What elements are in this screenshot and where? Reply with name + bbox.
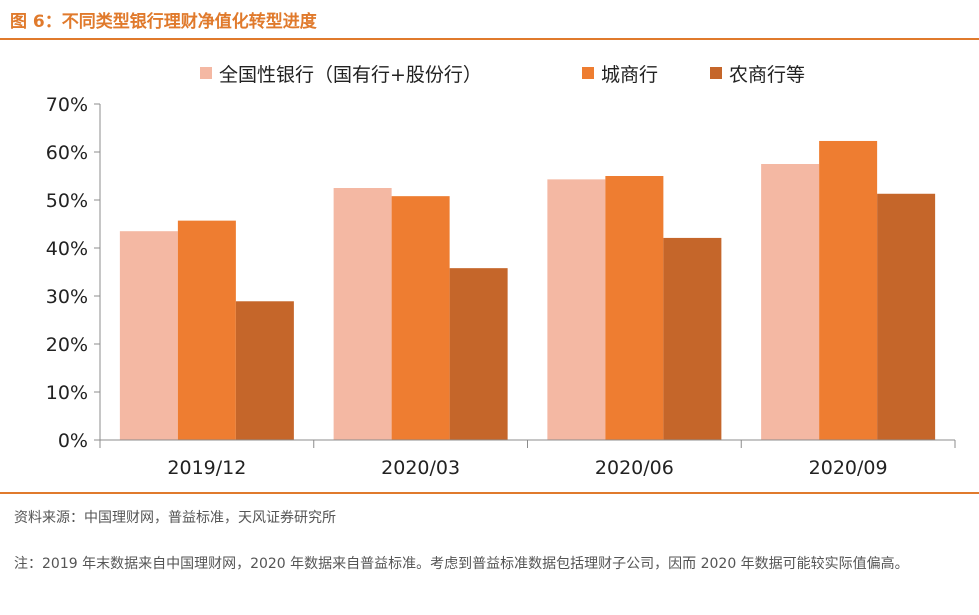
- legend-swatch: [710, 67, 722, 79]
- y-tick-label: 70%: [46, 94, 88, 116]
- bar: [235, 301, 294, 440]
- bar: [819, 140, 878, 440]
- bar: [449, 268, 508, 440]
- y-tick-label: 60%: [46, 142, 88, 164]
- y-tick-label: 20%: [46, 334, 88, 356]
- bars: [119, 140, 936, 441]
- bar: [605, 176, 664, 440]
- title-bar: 图 6：不同类型银行理财净值化转型进度: [0, 0, 979, 40]
- bar: [333, 188, 392, 440]
- bar-chart: 全国性银行（国有行+股份行） 城商行 农商行等 0% 10% 20% 30% 40% 50% 6…: [46, 64, 956, 479]
- footer-divider: [0, 492, 979, 494]
- y-tick-label: 10%: [46, 382, 88, 404]
- y-tick-label: 30%: [46, 286, 88, 308]
- legend-label: 农商行等: [729, 64, 805, 86]
- x-tick-label: 2020/03: [381, 457, 460, 479]
- chart-area: 全国性银行（国有行+股份行） 城商行 农商行等 0% 10% 20% 30% 40% 50% 6…: [0, 40, 979, 490]
- x-tick-label: 2020/06: [595, 457, 674, 479]
- bar: [547, 179, 606, 441]
- y-axis: 0% 10% 20% 30% 40% 50% 60% 70%: [46, 94, 101, 452]
- y-tick-label: 40%: [46, 238, 88, 260]
- legend: 全国性银行（国有行+股份行） 城商行 农商行等: [200, 64, 805, 86]
- bar: [391, 196, 450, 440]
- legend-swatch: [582, 67, 594, 79]
- source-text: 资料来源：中国理财网，普益标准，天风证券研究所: [14, 510, 336, 526]
- bar: [877, 193, 936, 440]
- bar: [177, 220, 236, 440]
- figure-title: 图 6：不同类型银行理财净值化转型进度: [10, 12, 317, 32]
- x-axis: 2019/12 2020/03 2020/06 2020/09: [99, 439, 956, 479]
- y-tick-label: 0%: [58, 430, 88, 452]
- legend-swatch: [200, 67, 212, 79]
- legend-label: 城商行: [601, 64, 658, 86]
- note-text: 注：2019 年末数据来自中国理财网，2020 年数据来自普益标准。考虑到普益标…: [14, 556, 909, 572]
- bar: [663, 237, 722, 440]
- x-tick-label: 2020/09: [809, 457, 888, 479]
- y-tick-label: 50%: [46, 190, 88, 212]
- legend-label: 全国性银行（国有行+股份行）: [219, 64, 482, 86]
- bar: [119, 231, 178, 440]
- bar: [761, 164, 820, 440]
- x-tick-label: 2019/12: [167, 457, 246, 479]
